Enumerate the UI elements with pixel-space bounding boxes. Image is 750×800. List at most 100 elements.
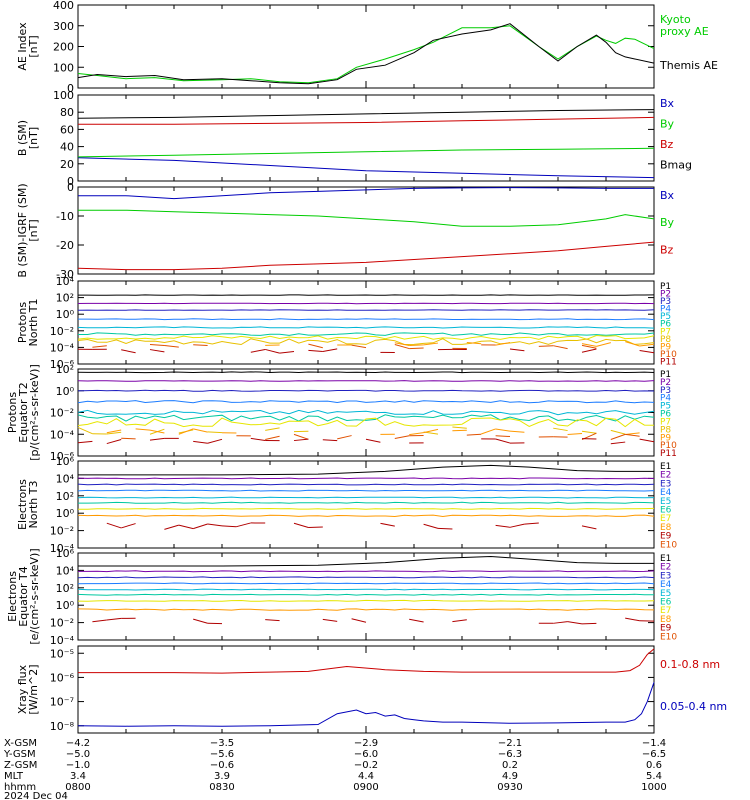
legend-label-p11: P11 — [660, 449, 677, 459]
legend-label-p3: P3 — [660, 386, 671, 396]
y-tick-label: 10⁻⁶ — [50, 671, 75, 684]
y-axis-label: North T3 — [27, 481, 40, 529]
series-line-e5 — [77, 588, 655, 591]
y-axis-label: Protons — [16, 302, 29, 343]
y-axis-label: [nT] — [27, 127, 40, 149]
y-tick-label: 10⁻⁴ — [50, 542, 75, 555]
series-segment-e9 — [193, 618, 208, 624]
footer-value-hhmm: 1000 — [641, 782, 666, 793]
panel-frame — [77, 186, 655, 275]
y-tick-label: 60 — [60, 123, 74, 136]
series-segment-p11 — [308, 349, 323, 353]
panel-b_igrf: -30 -20 -10 0 B (SM)-IGRF (SM)[nT] Bx By Bz — [16, 181, 675, 281]
legend-label-p10: P10 — [660, 441, 677, 451]
series-segment-e9 — [625, 617, 640, 622]
footer-row-label: X-GSM — [4, 738, 37, 749]
footer-value-mlt: 3.4 — [70, 771, 86, 782]
legend-label-e9: E9 — [660, 624, 672, 634]
legend-label-p3: P3 — [660, 297, 671, 307]
footer-value-hhmm: 0930 — [497, 782, 522, 793]
y-axis-label: Xray flux — [16, 664, 29, 714]
legend-label-e10: E10 — [660, 540, 677, 550]
series-line-bx — [78, 187, 654, 200]
y-tick-label: 10⁶ — [56, 547, 75, 560]
series-segment-p10 — [92, 345, 107, 348]
series-line-e1 — [78, 464, 654, 476]
legend-label-e5: E5 — [660, 589, 671, 599]
series-segment-p9 — [409, 432, 424, 436]
series-segment-e9 — [322, 618, 338, 622]
legend-label-by: By — [660, 216, 675, 229]
series-line-e3 — [77, 576, 655, 579]
legend-label-bx: Bx — [660, 97, 675, 110]
footer-value-y-gsm: −5.0 — [66, 749, 90, 760]
series-line-p5 — [77, 409, 655, 416]
legend-label-e5: E5 — [660, 497, 671, 507]
legend-label-e3: E3 — [660, 479, 671, 489]
series-segment-p9 — [193, 428, 208, 433]
legend-label-p5: P5 — [660, 312, 671, 322]
series-segment-p10 — [351, 344, 367, 349]
y-tick-label: 10² — [56, 582, 74, 595]
series-segment-p10 — [581, 344, 597, 349]
series-segment-p9 — [596, 342, 611, 347]
series-segment-p8 — [265, 427, 280, 431]
series-segment-p9 — [581, 343, 597, 347]
legend-label-by: By — [660, 117, 675, 130]
footer-value-y-gsm: −6.3 — [498, 749, 522, 760]
series-segment-p11 — [149, 349, 165, 353]
series-segment-p10 — [553, 345, 568, 350]
series-segment-e9 — [265, 619, 280, 622]
series-segment-e9 — [553, 621, 568, 624]
y-tick-label: 10² — [56, 490, 74, 503]
legend-label-p7: P7 — [660, 417, 671, 427]
series-segment-p11 — [365, 438, 381, 443]
legend-label-p5: P5 — [660, 402, 671, 412]
series-segment-p10 — [394, 344, 410, 350]
series-line-p6 — [78, 332, 655, 336]
series-segment-p9 — [106, 429, 122, 434]
series-segment-e9 — [380, 522, 395, 527]
series-line-bx — [77, 157, 655, 179]
series-segment-e9 — [293, 522, 309, 529]
series-line-p6 — [77, 414, 655, 422]
footer-row-label: Y-GSM — [3, 749, 36, 760]
y-tick-label: 10⁶ — [56, 455, 75, 468]
series-segment-p9 — [639, 343, 655, 347]
legend-label-e6: E6 — [660, 598, 672, 608]
series-segment-p10 — [193, 344, 208, 346]
footer-value-x-gsm: −1.4 — [642, 738, 666, 749]
series-segment-p10 — [265, 435, 280, 440]
legend-label-p2: P2 — [660, 290, 671, 300]
series-line-e2 — [78, 570, 655, 573]
series-segment-p11 — [193, 440, 208, 444]
y-axis-label: B (SM)-IGRF (SM) — [16, 183, 29, 277]
series-segment-p10 — [293, 433, 309, 440]
y-tick-label: 300 — [53, 20, 74, 33]
series-line-e8 — [77, 514, 655, 518]
footer-value-mlt: 4.4 — [358, 771, 374, 782]
series-segment-e9 — [92, 619, 107, 623]
legend-label-themis-ae: Themis AE — [659, 59, 718, 72]
legend-label-p4: P4 — [660, 305, 671, 315]
legend-label-p1: P1 — [660, 370, 671, 380]
legend-label-e2: E2 — [660, 471, 671, 481]
footer-value-z-gsm: −0.2 — [354, 760, 378, 771]
series-segment-p8 — [106, 431, 122, 435]
y-tick-label: 200 — [53, 41, 74, 54]
series-segment-p11 — [207, 438, 223, 444]
series-segment-p9 — [625, 341, 640, 347]
series-segment-p8 — [553, 427, 568, 432]
series-segment-p9 — [452, 429, 467, 432]
series-line-p4 — [77, 400, 655, 404]
legend-label-p11: P11 — [660, 357, 677, 367]
y-tick-label: 0 — [67, 175, 74, 188]
footer-value-z-gsm: 0.2 — [502, 760, 518, 771]
series-line-e2 — [77, 477, 655, 480]
footer-value-z-gsm: 0.6 — [646, 760, 662, 771]
series-line-e6 — [78, 501, 655, 504]
series-segment-p9 — [509, 430, 525, 433]
series-segment-p11 — [106, 438, 122, 445]
